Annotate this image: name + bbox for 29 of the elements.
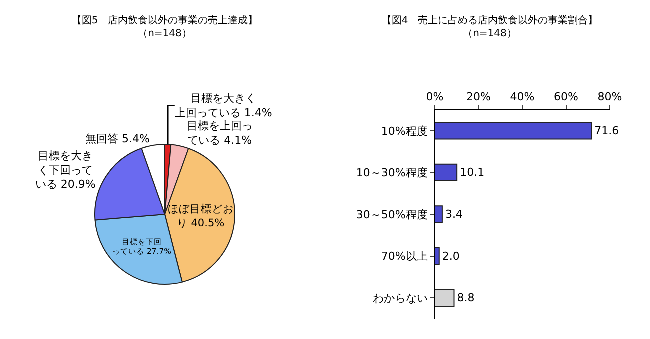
bar <box>435 164 458 182</box>
bar <box>435 289 455 307</box>
x-tick-label: 0% <box>426 90 444 104</box>
x-tick-label: 60% <box>554 90 578 104</box>
slice-label: 目標を上回っている 4.1% <box>186 119 253 147</box>
y-tick-label: 30～50%程度 <box>356 208 428 222</box>
x-tick-label: 40% <box>510 90 535 104</box>
x-tick-label: 20% <box>466 90 491 104</box>
bar <box>435 206 443 224</box>
data-label: 8.8 <box>457 292 475 305</box>
slice-label: ほぼ目標どおり 40.5% <box>168 204 234 230</box>
bar <box>435 122 592 140</box>
y-tick-label: 10～30%程度 <box>356 166 428 180</box>
data-label: 71.6 <box>594 124 620 138</box>
chart-subtitle: （n=148） <box>463 28 517 40</box>
chart-subtitle: （n=148） <box>138 28 192 40</box>
data-label: 10.1 <box>460 166 485 180</box>
y-tick-label: 10%程度 <box>381 124 428 138</box>
slice-label: 目標を大きく上回っている 1.4% <box>174 92 272 120</box>
y-tick-label: わからない <box>372 292 428 305</box>
data-label: 3.4 <box>445 208 463 221</box>
chart-title: 【図4 売上に占める店内飲食以外の事業割合】 <box>382 14 598 27</box>
bar <box>435 247 440 266</box>
y-tick-label: 70%以上 <box>381 250 428 264</box>
slice-label: 無回答 5.4% <box>85 132 150 146</box>
x-tick-label: 80% <box>598 90 622 104</box>
data-label: 2.0 <box>442 250 460 263</box>
slice-label: 目標を大きく下回っている 20.9% <box>35 149 96 192</box>
chart-title: 【図5 店内飲食以外の事業の売上達成】 <box>72 14 258 27</box>
